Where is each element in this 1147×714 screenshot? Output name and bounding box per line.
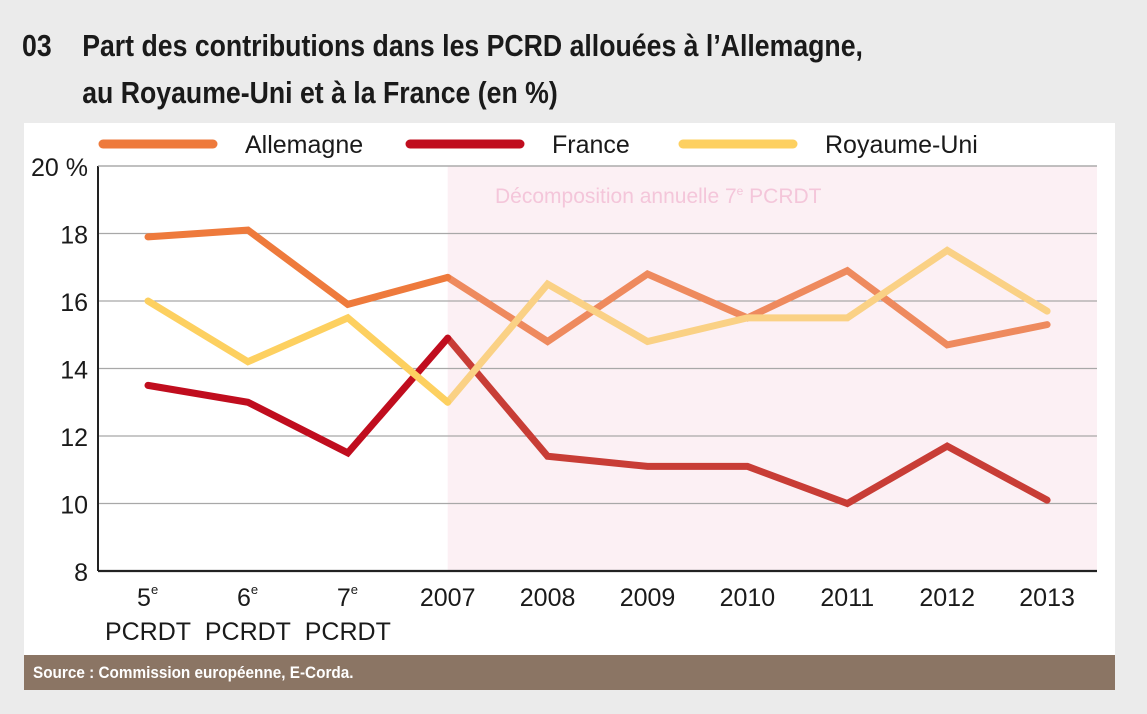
x-tick-label: 5 xyxy=(137,584,151,612)
source-bar: Source : Commission européenne, E-Corda. xyxy=(24,655,1115,690)
series-line-royaume-uni xyxy=(144,297,452,406)
y-tick-label: 18 xyxy=(60,222,88,250)
title-line-2: au Royaume-Uni et à la France (en %) xyxy=(82,75,558,110)
x-tick-label: 7 xyxy=(337,584,351,612)
x-tick-label-line2: PCRDT xyxy=(105,618,191,646)
legend-label-allemagne: Allemagne xyxy=(245,131,363,159)
y-tick-label: 10 xyxy=(60,492,88,520)
x-tick-label: 2007 xyxy=(420,584,476,612)
y-tick-label: 8 xyxy=(74,559,88,587)
series-line-france xyxy=(144,334,452,458)
legend-label-royaume-uni: Royaume-Uni xyxy=(825,131,978,159)
annotation-label: Décomposition annuelle 7e PCRDT xyxy=(495,184,822,208)
x-tick-label-line2: PCRDT xyxy=(305,618,391,646)
legend-label-france: France xyxy=(552,131,630,159)
source-text: Source : Commission européenne, E-Corda. xyxy=(33,663,354,682)
x-tick-label-line2: PCRDT xyxy=(205,618,291,646)
y-tick-label: 20 % xyxy=(31,154,88,182)
figure-number: 03 xyxy=(22,28,52,63)
y-tick-label: 12 xyxy=(60,424,88,452)
x-tick-label: 2010 xyxy=(720,584,776,612)
y-tick-label: 14 xyxy=(60,357,88,385)
x-tick-label: 2008 xyxy=(520,584,576,612)
x-tick-label: 2012 xyxy=(919,584,975,612)
y-tick-label: 16 xyxy=(60,289,88,317)
x-tick-label-sup: e xyxy=(351,582,358,597)
x-tick-label: 2009 xyxy=(620,584,676,612)
chart-title: 03 Part des contributions dans les PCRD a… xyxy=(22,22,863,116)
x-tick-label-sup: e xyxy=(251,582,258,597)
series-line-allemagne xyxy=(144,226,452,309)
title-line-1: Part des contributions dans les PCRD all… xyxy=(82,28,863,63)
x-tick-label: 2011 xyxy=(820,584,874,612)
x-tick-label: 2013 xyxy=(1019,584,1075,612)
x-tick-label-sup: e xyxy=(151,582,158,597)
x-tick-label: 6 xyxy=(237,584,251,612)
